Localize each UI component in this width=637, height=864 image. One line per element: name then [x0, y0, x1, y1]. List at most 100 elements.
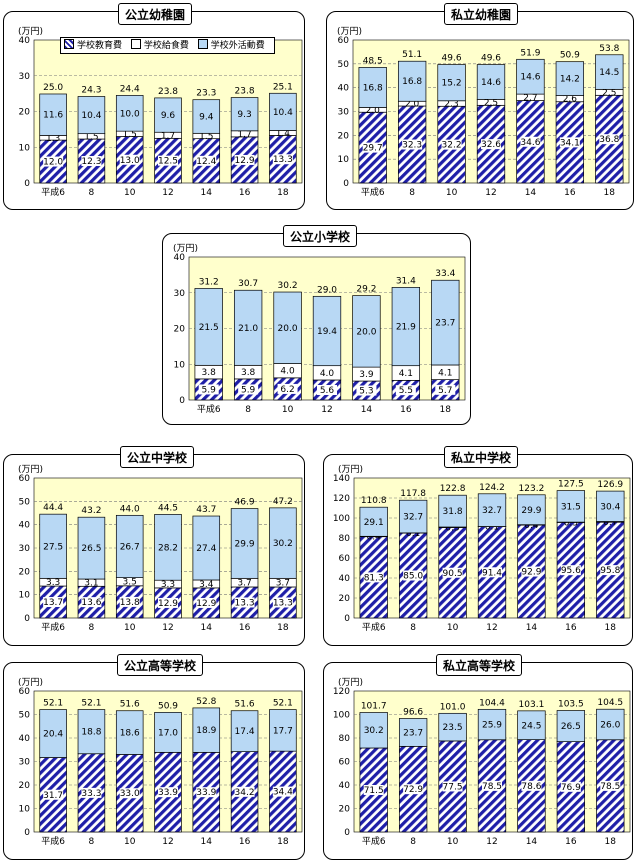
total-label: 46.9 — [235, 498, 255, 508]
data-label: 12.4 — [196, 157, 216, 167]
data-label: 33.0 — [120, 789, 140, 799]
total-label: 44.0 — [120, 504, 140, 514]
data-label: 10.4 — [273, 108, 293, 118]
chart-title: 公立小学校 — [283, 225, 358, 247]
data-label: 3.9 — [359, 370, 374, 380]
x-tick-label: 16 — [564, 188, 576, 198]
data-label: 26.7 — [120, 542, 140, 552]
x-tick-label: 平成6 — [41, 186, 65, 198]
data-label-bg — [560, 565, 581, 576]
total-label: 25.0 — [43, 83, 63, 93]
data-label-bg — [356, 385, 377, 396]
data-label: 2.5 — [602, 88, 616, 98]
chart-title: 私立幼稚園 — [444, 3, 519, 25]
x-tick-label: 14 — [201, 623, 213, 633]
data-label-bg — [119, 154, 140, 165]
bar-segment-outside — [398, 718, 428, 747]
chart-panel-public-junior-high: 公立中学校 0 10 20 30 40 50 60 (万円) 13.7 3.3 27.5 44.4 平成… — [3, 446, 305, 646]
data-label: 12.5 — [158, 157, 178, 167]
data-label: 28.2 — [158, 543, 178, 553]
total-label: 29.2 — [356, 285, 376, 295]
data-label: 4.1 — [399, 369, 413, 379]
data-label-bg — [238, 384, 259, 395]
y-tick-label: 0 — [24, 614, 30, 624]
data-label-bg — [442, 781, 463, 792]
x-tick-label: 16 — [239, 837, 251, 847]
data-label-bg — [196, 155, 217, 166]
total-label: 50.9 — [560, 51, 580, 61]
x-tick-label: 12 — [162, 837, 173, 847]
x-tick-label: 16 — [239, 188, 251, 198]
data-label: 20.0 — [356, 327, 376, 337]
data-label: 29.9 — [235, 539, 255, 549]
data-label-bg — [520, 136, 541, 147]
data-label-bg — [234, 597, 255, 608]
data-label-bg — [599, 134, 620, 145]
bar-segment-outside — [391, 287, 421, 367]
data-label: 19.4 — [317, 327, 337, 337]
data-label: 1.7 — [237, 130, 251, 140]
legend-label: 学校給食費 — [143, 41, 189, 51]
data-label: 15.2 — [442, 79, 462, 89]
legend-label: 学校外活動費 — [210, 41, 265, 51]
data-label: 32.2 — [442, 141, 462, 151]
x-tick-label: 12 — [162, 623, 173, 633]
data-label-bg — [272, 154, 293, 165]
data-label: 0.1 — [485, 523, 499, 533]
x-tick-label: 8 — [89, 188, 95, 198]
bar-segment-outside — [477, 708, 507, 741]
y-tick-label: 30 — [19, 758, 31, 768]
total-label: 110.8 — [361, 496, 387, 506]
data-label: 13.6 — [81, 598, 101, 608]
y-tick-label: 0 — [343, 179, 349, 189]
bar-segment-outside — [269, 92, 297, 131]
x-tick-label: 18 — [604, 188, 616, 198]
data-label: 27.4 — [196, 544, 216, 554]
data-label: 27.5 — [43, 542, 63, 552]
total-label: 53.8 — [599, 44, 619, 54]
data-label: 31.8 — [443, 507, 463, 517]
x-tick-label: 14 — [526, 837, 538, 847]
data-label: 91.4 — [482, 568, 502, 578]
data-label: 1.4 — [276, 129, 291, 139]
data-label: 2.0 — [366, 106, 381, 116]
total-label: 47.2 — [273, 497, 293, 507]
total-label: 104.4 — [479, 698, 505, 708]
chart-panel-private-kindergarten: 私立幼稚園 0 10 20 30 40 50 60 (万円) 29.7 2.0 16.8 48.5 平成… — [326, 3, 634, 210]
bar-segment-outside — [359, 506, 388, 537]
bar-segment-outside — [477, 493, 507, 527]
x-tick-label: 平成6 — [41, 621, 65, 633]
data-label: 29.1 — [364, 518, 384, 528]
data-label-bg — [395, 385, 416, 396]
data-label: 20.0 — [278, 324, 298, 334]
y-tick-label: 100 — [333, 711, 350, 721]
x-tick-label: 8 — [245, 405, 251, 415]
data-label-bg — [43, 789, 64, 800]
y-tick-label: 50 — [338, 60, 350, 70]
y-tick-label: 20 — [19, 108, 31, 118]
y-tick-label: 30 — [19, 72, 31, 82]
data-label: 0.4 — [367, 533, 382, 543]
data-label-bg — [403, 784, 424, 795]
y-tick-label: 10 — [338, 155, 350, 165]
total-label: 51.1 — [402, 50, 422, 60]
bar-segment-outside — [476, 64, 506, 100]
bar-segment-outside — [595, 54, 624, 90]
bar-segment-outside — [555, 61, 585, 96]
bar-segment-outside — [115, 514, 144, 578]
total-label: 124.2 — [479, 483, 505, 493]
y-tick-label: 20 — [339, 805, 351, 815]
data-label: 29.9 — [521, 506, 541, 516]
y-tick-label: 60 — [339, 758, 351, 768]
data-label-bg — [81, 156, 102, 167]
bar-segment-outside — [77, 96, 106, 135]
x-tick-label: 18 — [277, 623, 289, 633]
y-tick-label: 60 — [338, 36, 350, 46]
chart-panel-public-high: 公立高等学校 0 10 20 30 40 50 60 (万円) 31.7 20.4 52.1 平成6 3… — [3, 654, 305, 860]
data-label-bg — [158, 597, 178, 608]
data-label-bg — [482, 567, 502, 578]
data-label: 32.6 — [481, 140, 501, 150]
data-label: 21.5 — [199, 323, 219, 333]
x-tick-label: 平成6 — [362, 621, 386, 633]
data-label: 10.0 — [120, 109, 140, 119]
